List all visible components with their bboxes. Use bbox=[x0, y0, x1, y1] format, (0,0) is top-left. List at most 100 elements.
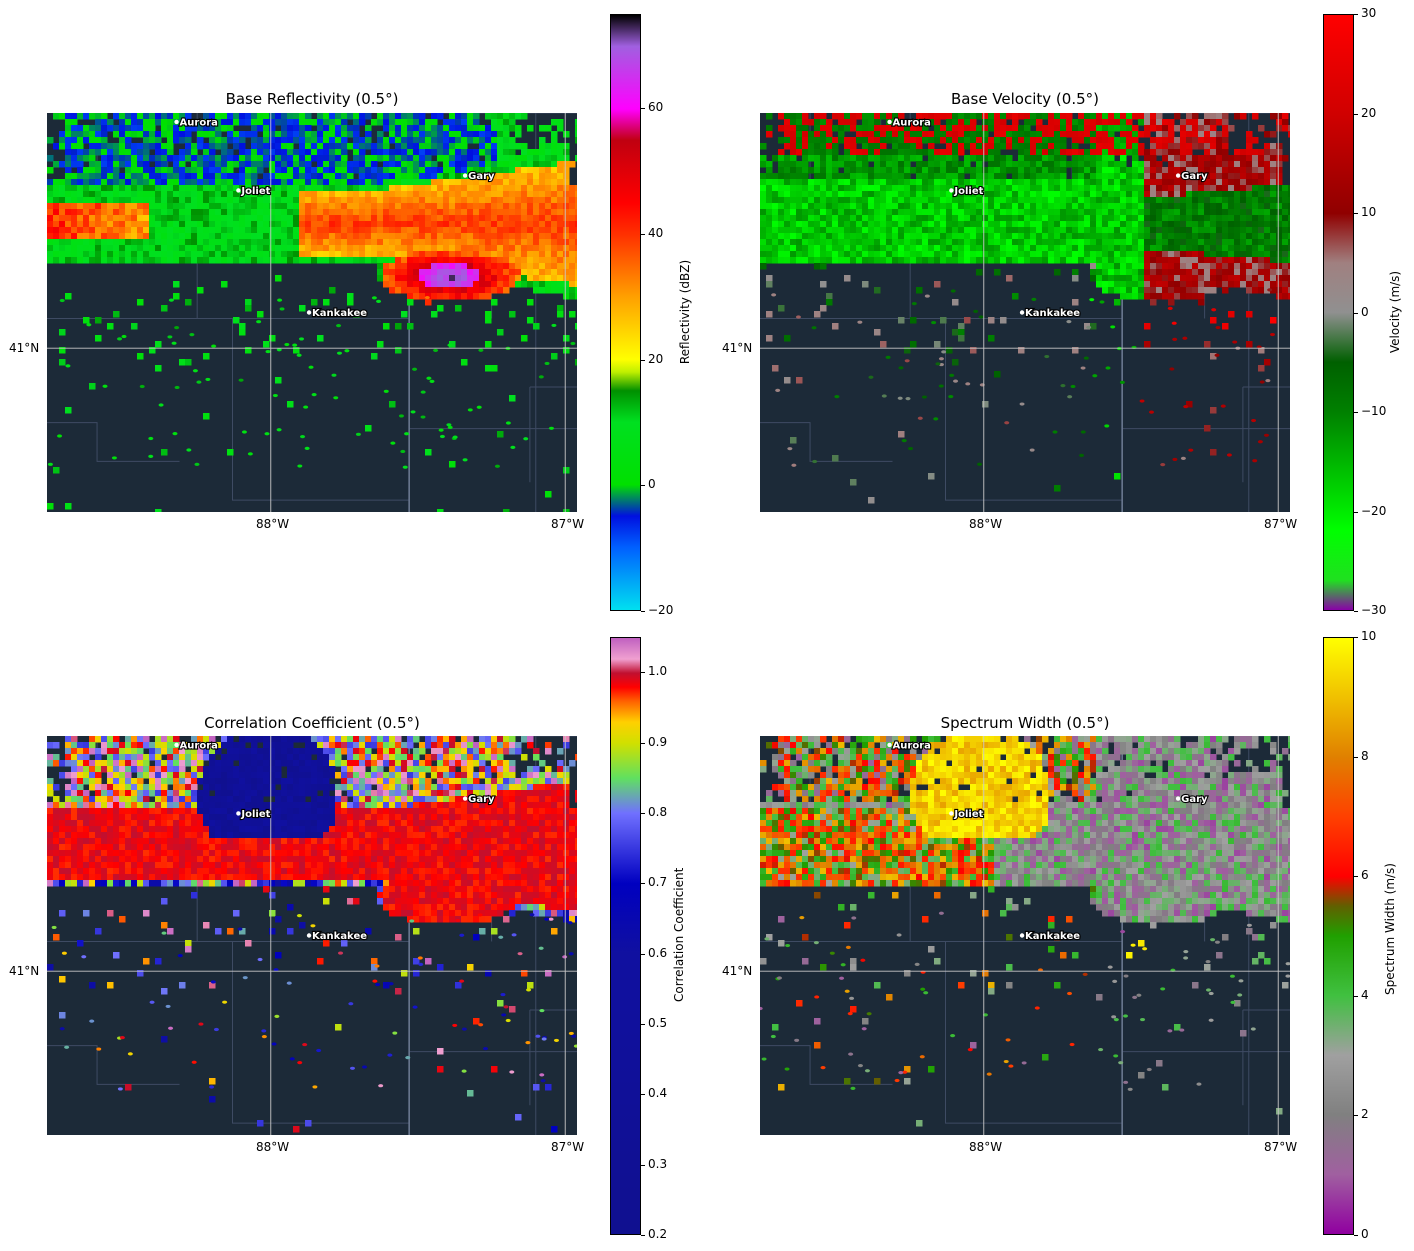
colorbar-tick-mark bbox=[1354, 995, 1358, 997]
county-border bbox=[47, 1045, 180, 1085]
city-label: Gary bbox=[1181, 171, 1208, 182]
city-label: Gary bbox=[468, 794, 495, 805]
city-marker-kankakee: Kankakee bbox=[1019, 307, 1081, 320]
colorbar-tick-label: 0 bbox=[1361, 1227, 1369, 1241]
city-label: Kankakee bbox=[1025, 308, 1080, 319]
colorbar-reflectivity bbox=[610, 14, 641, 611]
echo-field bbox=[760, 113, 1290, 504]
colorbar-tick-mark bbox=[641, 233, 645, 235]
city-label: Aurora bbox=[180, 117, 218, 128]
colorbar-tick-mark bbox=[1354, 637, 1358, 638]
county-border bbox=[760, 1045, 893, 1085]
panel-title-correlation: Correlation Coefficient (0.5°) bbox=[204, 714, 420, 732]
lat-tick-41n: 41°N bbox=[722, 964, 753, 978]
city-dot bbox=[1019, 933, 1025, 938]
echo-field bbox=[760, 736, 1290, 1127]
colorbar-tick-mark bbox=[641, 953, 645, 955]
lat-tick-41n: 41°N bbox=[9, 341, 40, 355]
city-label: Gary bbox=[1181, 794, 1208, 805]
city-dot bbox=[949, 811, 954, 816]
city-dot bbox=[1175, 173, 1181, 178]
colorbar-tick-label: 20 bbox=[1361, 105, 1377, 120]
city-dot bbox=[174, 119, 179, 125]
map-velocity[interactable]: Aurora Joliet Gary Kankakee bbox=[760, 113, 1290, 512]
city-label: Gary bbox=[468, 171, 495, 182]
city-marker-aurora: Aurora bbox=[887, 116, 932, 130]
city-label: Aurora bbox=[893, 117, 931, 128]
lon-tick-87w: 87°W bbox=[551, 517, 585, 531]
county-border bbox=[760, 422, 893, 462]
colorbar-tick-label: 30 bbox=[1361, 6, 1377, 20]
colorbar-tick-mark bbox=[641, 108, 645, 110]
colorbar-tick-label: 0 bbox=[1361, 304, 1369, 319]
colorbar-tick-mark bbox=[641, 812, 645, 814]
city-marker-gary: Gary bbox=[462, 170, 496, 183]
colorbar-tick-label: 0.7 bbox=[648, 875, 668, 890]
county-border bbox=[945, 318, 1123, 501]
city-dot bbox=[236, 811, 241, 816]
city-marker-aurora: Aurora bbox=[174, 739, 219, 753]
colorbar-tick-mark bbox=[641, 672, 645, 674]
city-marker-joliet: Joliet bbox=[236, 185, 272, 198]
colorbar-spectrum bbox=[1323, 637, 1354, 1235]
colorbar-label-spectrum: Spectrum Width (m/s) bbox=[1383, 863, 1397, 995]
lon-tick-88w: 88°W bbox=[256, 1140, 290, 1154]
county-border bbox=[47, 422, 180, 462]
colorbar-tick-mark bbox=[1354, 511, 1358, 513]
colorbar-tick-label: 0.3 bbox=[648, 1156, 668, 1171]
city-marker-joliet: Joliet bbox=[236, 808, 272, 821]
city-label: Aurora bbox=[180, 740, 218, 751]
panel-title-reflectivity: Base Reflectivity (0.5°) bbox=[225, 90, 399, 108]
colorbar-tick-mark bbox=[641, 359, 645, 361]
city-dot bbox=[306, 310, 312, 315]
map-spectrum[interactable]: Aurora Joliet Gary Kankakee bbox=[760, 736, 1290, 1135]
colorbar-tick-mark bbox=[641, 1094, 645, 1096]
city-label: Joliet bbox=[953, 186, 983, 197]
colorbar-tick-label: 10 bbox=[1361, 205, 1377, 219]
colorbar-tick-mark bbox=[1354, 876, 1358, 878]
map-correlation[interactable]: Aurora Joliet Gary Kankakee bbox=[47, 736, 577, 1135]
county-border bbox=[232, 941, 410, 1124]
colorbar-label-correlation: Correlation Coefficient bbox=[672, 867, 686, 1002]
colorbar-tick-label: 1.0 bbox=[648, 664, 668, 679]
colorbar-tick-label: 10 bbox=[1361, 629, 1377, 643]
colorbar-tick-label: 6 bbox=[1361, 868, 1369, 883]
colorbar-tick-label: −20 bbox=[648, 603, 674, 617]
city-dot bbox=[949, 188, 954, 193]
city-dot bbox=[306, 933, 312, 938]
colorbar-tick-mark bbox=[1354, 412, 1358, 413]
panel-title-velocity: Base Velocity (0.5°) bbox=[951, 90, 1099, 108]
colorbar-tick-mark bbox=[641, 611, 645, 612]
lon-tick-88w: 88°W bbox=[256, 517, 290, 531]
city-dot bbox=[887, 119, 892, 125]
city-marker-aurora: Aurora bbox=[174, 116, 219, 130]
lon-tick-88w: 88°W bbox=[969, 1140, 1003, 1154]
city-dot bbox=[1019, 310, 1025, 315]
echo-field bbox=[47, 113, 577, 512]
city-label: Joliet bbox=[240, 809, 270, 820]
colorbar-label-reflectivity: Reflectivity (dBZ) bbox=[678, 259, 692, 365]
colorbar-tick-label: 4 bbox=[1361, 987, 1369, 1002]
colorbar-tick-mark bbox=[1354, 611, 1358, 612]
lon-tick-87w: 87°W bbox=[551, 1140, 585, 1154]
city-marker-aurora: Aurora bbox=[887, 739, 932, 753]
radar-echoes-correlation: Aurora Joliet Gary Kankakee bbox=[47, 736, 577, 1135]
city-marker-kankakee: Kankakee bbox=[1019, 930, 1081, 943]
colorbar-tick-label: −10 bbox=[1361, 404, 1387, 418]
colorbar-tick-mark bbox=[1354, 756, 1358, 758]
radar-echoes-spectrum: Aurora Joliet Gary Kankakee bbox=[760, 736, 1290, 1135]
colorbar-tick-mark bbox=[641, 742, 645, 744]
city-label: Kankakee bbox=[312, 308, 367, 319]
colorbar-tick-mark bbox=[1354, 213, 1358, 214]
colorbar-tick-mark bbox=[1354, 14, 1358, 15]
city-label: Aurora bbox=[893, 740, 931, 751]
county-border bbox=[232, 318, 410, 501]
colorbar-tick-mark bbox=[641, 1164, 645, 1166]
city-marker-joliet: Joliet bbox=[949, 808, 985, 821]
colorbar-tick-label: 2 bbox=[1361, 1107, 1369, 1122]
colorbar-tick-mark bbox=[641, 485, 645, 487]
city-label: Kankakee bbox=[1025, 931, 1080, 942]
lon-tick-88w: 88°W bbox=[969, 517, 1003, 531]
colorbar-tick-label: 0.2 bbox=[648, 1227, 668, 1241]
map-reflectivity[interactable]: Aurora Joliet Gary Kankakee bbox=[47, 113, 577, 512]
